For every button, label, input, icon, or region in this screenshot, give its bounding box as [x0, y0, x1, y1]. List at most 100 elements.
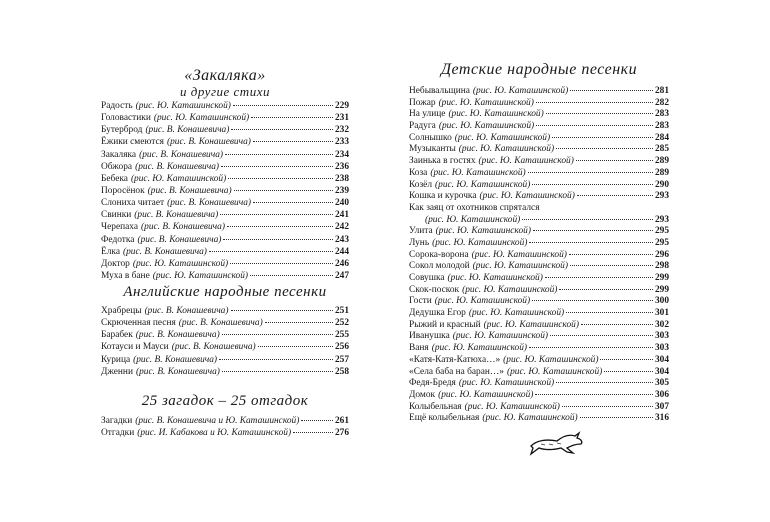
page-number: 232 [334, 125, 349, 136]
toc-entry[interactable]: Рыжий и красный (рис. Ю. Каташинской) 302 [409, 320, 669, 332]
dot-leader [250, 274, 333, 276]
toc-entry[interactable]: Доктор (рис. Ю. Каташинской) 246 [101, 258, 349, 270]
page-number: 276 [334, 428, 349, 439]
toc-entry[interactable]: Федотка (рис. В. Конашевича) 243 [101, 234, 349, 246]
dot-leader [561, 405, 653, 407]
toc-entry[interactable]: Барабек (рис. В. Конашевича) 255 [101, 329, 349, 341]
entry-title: Сокол молодой [409, 261, 470, 272]
toc-entry[interactable]: Дедушка Егор (рис. Ю. Каташинской) 301 [409, 308, 669, 320]
heading-line-1: «Закаляка» [184, 67, 266, 84]
toc-entry[interactable]: Гости (рис. Ю. Каташинской) 300 [409, 296, 669, 308]
toc-entry[interactable]: Закаляка (рис. В. Конашевича) 234 [101, 149, 349, 161]
toc-entry[interactable]: Головастики (рис. Ю. Каташинской) 231 [101, 112, 349, 124]
entry-title: Солнышко [409, 132, 452, 143]
toc-list-children-songs: Небывальщина (рис. Ю. Каташинской) 281 Пожа… [409, 86, 669, 425]
toc-entry[interactable]: Скрюченная песня (рис. В. Конашевича) 252 [101, 317, 349, 329]
toc-entry[interactable]: Колыбельная (рис. Ю. Каташинской) 307 [409, 402, 669, 414]
entry-illustrator: (рис. Ю. Каташинской) [447, 273, 543, 283]
toc-entry[interactable]: Свинки (рис. В. Конашевича) 241 [101, 209, 349, 221]
entry-illustrator: (рис. В. Конашевича) [139, 149, 224, 160]
entry-illustrator: (рис. Ю. Каташинской) [430, 167, 526, 178]
entry-illustrator: (рис. Ю. Каташинской) [152, 270, 249, 281]
toc-entry[interactable]: Ещё колыбельная (рис. Ю. Каташинской) 316 [409, 413, 669, 425]
toc-entry[interactable]: Ёлка (рис. В. Конашевича) 244 [101, 246, 349, 258]
toc-entry[interactable]: Курица (рис. В. Конашевича) 257 [101, 354, 349, 366]
page-number: 284 [654, 132, 669, 143]
toc-entry[interactable]: Сокол молодой (рис. Ю. Каташинской) 298 [409, 261, 669, 273]
toc-entry[interactable]: Радуга (рис. Ю. Каташинской) 283 [409, 121, 669, 133]
toc-entry[interactable]: Музыканты (рис. Ю. Каташинской) 285 [409, 144, 669, 156]
entry-illustrator: (рис. В. Конашевича) [167, 198, 252, 209]
entry-title: Отгадки [101, 428, 135, 439]
toc-entry[interactable]: Небывальщина (рис. Ю. Каташинской) 281 [409, 86, 669, 98]
page-number: 243 [334, 234, 349, 245]
entry-illustrator: (рис. В. Конашевича) [134, 210, 219, 221]
page-number: 233 [334, 137, 349, 148]
entry-title: Бебека [101, 173, 128, 184]
toc-entry[interactable]: Домок (рис. Ю. Каташинской) 306 [409, 390, 669, 402]
toc-entry[interactable]: (рис. Ю. Каташинской) 293 [409, 215, 669, 227]
dot-leader [219, 358, 333, 360]
toc-entry[interactable]: Улита (рис. Ю. Каташинской) 295 [409, 226, 669, 238]
entry-illustrator: (рис. В. Конашевича) [141, 222, 225, 233]
page-number: 258 [334, 366, 349, 377]
toc-list-english-songs: Храбрецы (рис. В. Конашевича) 251 Скрюченна… [101, 305, 349, 378]
entry-illustrator: (рис. Ю. Каташинской) [458, 378, 555, 389]
toc-entry[interactable]: Федя-Бредя (рис. Ю. Каташинской) 305 [409, 378, 669, 390]
toc-entry[interactable]: Козёл (рис. Ю. Каташинской) 290 [409, 180, 669, 192]
toc-entry[interactable]: Ваня (рис. Ю. Каташинской) 303 [409, 343, 669, 355]
toc-entry[interactable]: Муха в бане (рис. Ю. Каташинской) 247 [101, 270, 349, 282]
toc-entry[interactable]: Иванушка (рис. Ю. Каташинской) 303 [409, 331, 669, 343]
toc-entry[interactable]: Бебека (рис. Ю. Каташинской) 238 [101, 173, 349, 185]
entry-title: Федотка [101, 234, 135, 245]
entry-illustrator: (рис. Ю. Каташинской) [432, 237, 528, 248]
toc-entry[interactable]: Сорока-ворона (рис. Ю. Каташинской) 296 [409, 250, 669, 262]
toc-entry[interactable]: Радость (рис. Ю. Каташинской) 229 [101, 100, 349, 112]
toc-entry[interactable]: «Катя-Катя-Катюха…» (рис. Ю. Каташинской)… [409, 355, 669, 367]
toc-entry[interactable]: Коза (рис. Ю. Каташинской) 289 [409, 168, 669, 180]
toc-entry[interactable]: На улице (рис. Ю. Каташинской) 283 [409, 109, 669, 121]
entry-illustrator: (рис. Ю. Каташинской) [435, 179, 531, 190]
entry-illustrator: (рис. Ю. Каташинской) [425, 214, 521, 225]
entry-illustrator: (рис. Ю. Каташинской) [472, 261, 568, 272]
toc-entry[interactable]: Пожар (рис. Ю. Каташинской) 282 [409, 98, 669, 110]
dot-leader [570, 90, 653, 91]
toc-entry[interactable]: Слониха читает (рис. В. Конашевича) 240 [101, 197, 349, 209]
entry-title: Поросёнок [101, 185, 145, 196]
page-number: 295 [654, 226, 669, 237]
entry-title: Лунь [409, 237, 430, 248]
dot-leader [253, 202, 333, 204]
toc-entry[interactable]: Котауси и Мауси (рис. В. Конашевича) 256 [101, 341, 349, 353]
toc-entry[interactable]: Заинька в гостях (рис. Ю. Каташинской) 289 [409, 156, 669, 168]
toc-entry[interactable]: Бутерброд (рис. В. Конашевича) 232 [101, 124, 349, 136]
page-number: 298 [654, 261, 669, 272]
entry-illustrator: (рис. Ю. Каташинской) [452, 331, 549, 342]
toc-entry[interactable]: Лунь (рис. Ю. Каташинской) 295 [409, 238, 669, 250]
dot-leader [559, 288, 653, 290]
toc-entry[interactable]: Обжора (рис. В. Конашевича) 236 [101, 161, 349, 173]
toc-entry[interactable]: Совушка (рис. Ю. Каташинской) 299 [409, 273, 669, 285]
entry-title: Дженни [101, 366, 133, 377]
page-number: 281 [654, 86, 669, 96]
toc-entry[interactable]: Загадки (рис. В. Конашевича и Ю. Каташинс… [101, 415, 349, 427]
toc-entry[interactable]: «Села баба на баран…» (рис. Ю. Каташинско… [409, 367, 669, 379]
entry-illustrator: (рис. Ю. Каташинской) [130, 173, 227, 184]
dot-leader [532, 300, 653, 302]
toc-entry[interactable]: Дженни (рис. В. Конашевича) 258 [101, 366, 349, 378]
toc-entry[interactable]: Отгадки (рис. И. Кабакова и Ю. Каташинско… [101, 427, 349, 439]
toc-entry[interactable]: Кошка и курочка (рис. Ю. Каташинской) 293 [409, 191, 669, 203]
page-number: 301 [654, 308, 669, 319]
toc-entry[interactable]: Поросёнок (рис. В. Конашевича) 239 [101, 185, 349, 197]
page-number: 305 [654, 378, 669, 389]
toc-entry[interactable]: Черепаха (рис. В. Конашевича) 242 [101, 221, 349, 233]
entry-illustrator: (рис. Ю. Каташинской) [135, 101, 231, 111]
toc-entry[interactable]: Храбрецы (рис. В. Конашевича) 251 [101, 305, 349, 317]
page-number: 285 [654, 144, 669, 155]
toc-entry[interactable]: Солнышко (рис. Ю. Каташинской) 284 [409, 133, 669, 145]
dot-leader [230, 310, 333, 311]
toc-entry-wrapped-title[interactable]: Как заяц от охотников спрятался [409, 202, 540, 213]
toc-entry[interactable]: Ёжики смеются (рис. В. Конашевича) 233 [101, 136, 349, 148]
toc-entry[interactable]: Скок-поскок (рис. Ю. Каташинской) 299 [409, 285, 669, 297]
entry-title: Слониха читает [101, 198, 165, 209]
entry-illustrator: (рис. И. Кабакова и Ю. Каташинской) [137, 428, 292, 439]
